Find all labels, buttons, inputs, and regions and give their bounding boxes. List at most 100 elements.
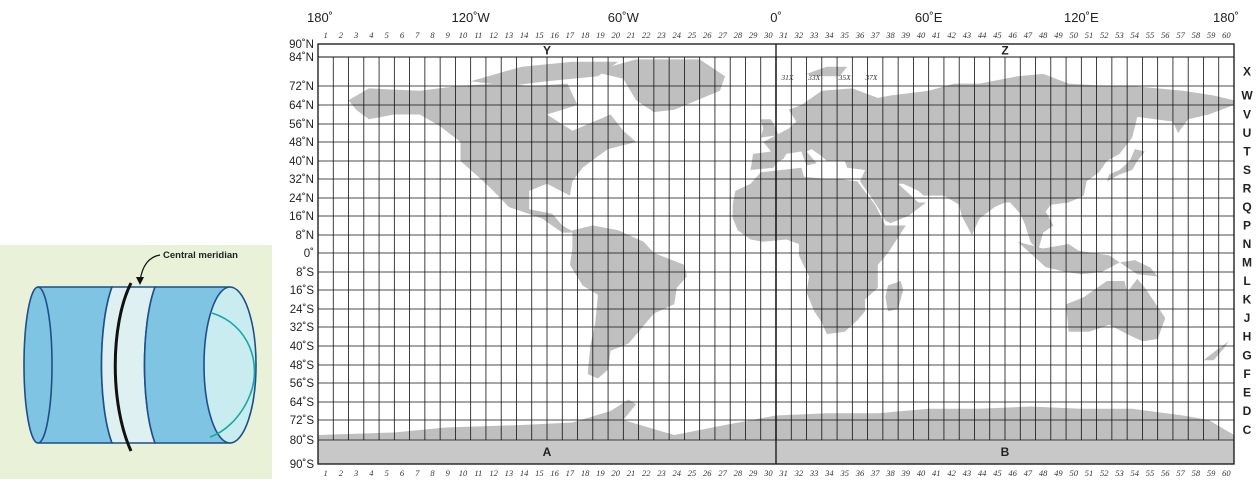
zone-number-top: 24: [673, 30, 682, 40]
longitude-label: 60˚W: [608, 10, 640, 25]
zone-number-top: 7: [415, 30, 420, 40]
zone-number-top: 32: [794, 30, 804, 40]
polar-label-b: B: [1001, 445, 1010, 459]
label-arrowhead: [136, 277, 144, 285]
zone-number-top: 1: [324, 30, 328, 40]
latitude-label: 90˚N: [289, 39, 314, 51]
zone-number-bottom: 35: [839, 468, 849, 478]
cylinder-illustration: Central meridian: [0, 245, 272, 479]
zone-number-top: 18: [581, 30, 590, 40]
cylinder-right-opening: [203, 286, 257, 444]
polar-label-y: Y: [543, 44, 551, 58]
polar-label-a: A: [543, 445, 552, 459]
band-letter: M: [1242, 256, 1252, 270]
zone-number-bottom: 8: [430, 468, 435, 478]
cylinder-left-end: [23, 286, 53, 444]
zone-number-bottom: 34: [824, 468, 834, 478]
inner-earth-arc: [209, 312, 256, 438]
zone-number-top: 43: [963, 30, 972, 40]
zone-number-bottom: 22: [642, 468, 651, 478]
zone-number-bottom: 2: [339, 468, 344, 478]
zone-number-bottom: 24: [673, 468, 682, 478]
zone-number-bottom: 25: [688, 468, 697, 478]
zone-number-bottom: 21: [627, 468, 636, 478]
zone-number-bottom: 55: [1146, 468, 1155, 478]
zone-number-top: 12: [489, 30, 498, 40]
band-letter: H: [1243, 330, 1252, 344]
band-letter: N: [1243, 237, 1252, 251]
zone-number-bottom: 27: [718, 468, 727, 478]
zone-number-top: 4: [369, 30, 374, 40]
zone-number-bottom: 14: [520, 468, 529, 478]
latitude-labels: 90˚N84˚N 72˚N 64˚N 56˚N 48˚N 40˚N 32˚N 24˚N 16˚N…: [289, 39, 314, 471]
zone-number-top: 56: [1161, 30, 1170, 40]
latitude-label: 24˚N: [289, 193, 314, 205]
zone-number-top: 42: [947, 30, 956, 40]
special-zone-label: 33X: [807, 73, 821, 82]
longitude-label: 60˚E: [915, 10, 943, 25]
zone-number-bottom: 19: [596, 468, 605, 478]
zone-number-bottom: 29: [749, 468, 758, 478]
zone-number-bottom: 44: [978, 468, 987, 478]
zone-number-top: 48: [1039, 30, 1048, 40]
special-x-zones: 31X 33X 35X 37X: [780, 73, 877, 82]
zone-number-bottom: 4: [369, 468, 374, 478]
zone-number-top: 39: [901, 30, 911, 40]
special-zone-label: 31X: [780, 73, 794, 82]
land-australia: [1066, 278, 1166, 342]
zone-number-bottom: 5: [385, 468, 389, 478]
zone-grid: [317, 43, 1235, 465]
latitude-label: 16˚N: [289, 211, 314, 223]
zone-number-top: 36: [855, 30, 865, 40]
zone-number-top: 45: [993, 30, 1002, 40]
zone-number-top: 3: [353, 30, 358, 40]
latitude-label: 72˚S: [290, 415, 315, 427]
zone-number-bottom: 16: [550, 468, 559, 478]
land-arctic-islands: [470, 61, 619, 86]
zone-number-top: 10: [459, 30, 468, 40]
zone-numbers-bottom: 1 2 3 4 5 6 7 8 9 10 11 12 13 14 15 16 17 18 19 20 21 22 23 24 2…: [324, 468, 1232, 478]
band-letter: C: [1243, 423, 1252, 437]
zone-number-top: 31: [778, 30, 788, 40]
zone-number-top: 26: [703, 30, 712, 40]
zone-number-top: 50: [1069, 30, 1078, 40]
zone-number-bottom: 26: [703, 468, 712, 478]
zone-number-top: 58: [1192, 30, 1201, 40]
zone-number-bottom: 52: [1100, 468, 1109, 478]
zone-number-bottom: 48: [1039, 468, 1048, 478]
zone-number-top: 52: [1100, 30, 1109, 40]
latitude-label: 90˚S: [290, 459, 315, 471]
latitude-label: 64˚S: [290, 397, 315, 409]
zone-number-bottom: 30: [763, 468, 773, 478]
longitude-label: 180˚: [307, 10, 333, 25]
zone-number-bottom: 15: [535, 468, 544, 478]
zone-number-top: 5: [385, 30, 389, 40]
latitude-label: 80˚S: [290, 435, 315, 447]
zone-number-top: 47: [1024, 30, 1033, 40]
zone-number-top: 46: [1008, 30, 1017, 40]
latitude-label: 0˚: [304, 248, 314, 260]
zone-number-bottom: 53: [1115, 468, 1124, 478]
zone-number-bottom: 50: [1069, 468, 1078, 478]
zone-number-bottom: 18: [581, 468, 590, 478]
zone-number-top: 53: [1115, 30, 1124, 40]
zone-number-bottom: 57: [1176, 468, 1185, 478]
zone-number-top: 34: [824, 30, 834, 40]
zone-number-bottom: 23: [657, 468, 666, 478]
latitude-label: 72˚N: [289, 81, 314, 93]
latitude-label: 84˚N: [289, 52, 314, 64]
latitude-label: 48˚S: [290, 360, 315, 372]
band-letter: Q: [1242, 200, 1251, 214]
zone-number-bottom: 46: [1008, 468, 1017, 478]
zone-number-bottom: 3: [353, 468, 358, 478]
utm-grid-map: 180˚ 120˚W 60˚W 0˚ 60˚E 120˚E 180˚ 1 2 3 4 5 6 7 8 9 10…: [278, 0, 1258, 479]
zone-number-top: 35: [839, 30, 849, 40]
zone-number-bottom: 37: [870, 468, 880, 478]
zone-number-top: 25: [688, 30, 697, 40]
zone-number-bottom: 51: [1085, 468, 1094, 478]
band-letter: K: [1243, 293, 1252, 307]
zone-number-bottom: 59: [1207, 468, 1216, 478]
longitude-label: 120˚E: [1064, 10, 1099, 25]
latitude-label: 64˚N: [289, 100, 314, 112]
